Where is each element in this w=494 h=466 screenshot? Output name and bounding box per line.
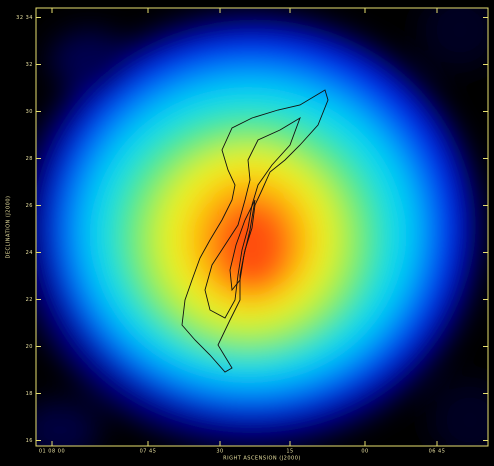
y-tick-label: 24 xyxy=(26,250,33,256)
page: DECLINATION (J2000) RIGHT ASCENSION (J20… xyxy=(0,0,494,462)
x-tick-label: 15 xyxy=(286,449,293,455)
y-tick-label: 28 xyxy=(26,156,33,162)
x-tick-label: 30 xyxy=(216,449,223,455)
sky-map: DECLINATION (J2000) RIGHT ASCENSION (J20… xyxy=(0,0,494,462)
y-tick-label: 32 34 xyxy=(16,15,33,21)
x-tick-label: 07 45 xyxy=(140,449,157,455)
x-axis-label: RIGHT ASCENSION (J2000) xyxy=(223,456,301,462)
x-tick-label: 01 08 00 xyxy=(39,449,65,455)
y-tick-label: 32 xyxy=(26,62,33,68)
y-tick-label: 16 xyxy=(26,438,33,444)
x-tick-label: 00 xyxy=(361,449,368,455)
y-tick-label: 20 xyxy=(26,344,33,350)
y-tick-label: 22 xyxy=(26,297,33,303)
y-tick-label: 26 xyxy=(26,203,33,209)
y-tick-label: 18 xyxy=(26,391,33,397)
x-tick-label: 06 45 xyxy=(429,449,446,455)
y-axis-label: DECLINATION (J2000) xyxy=(6,196,12,259)
y-tick-label: 30 xyxy=(26,109,33,115)
